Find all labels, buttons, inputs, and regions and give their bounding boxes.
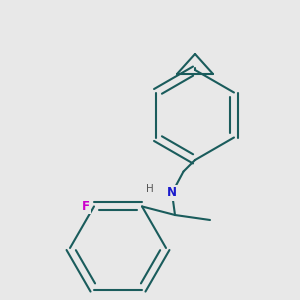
Text: H: H [146,184,154,194]
Text: N: N [167,187,177,200]
Text: F: F [82,200,90,213]
